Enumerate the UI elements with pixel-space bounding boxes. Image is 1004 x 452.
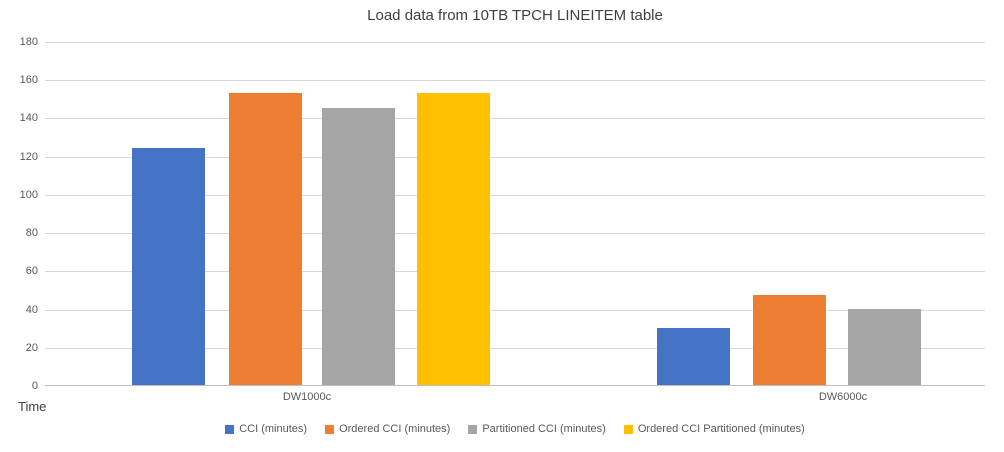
y-axis: 0 20 40 60 80 100 120 140 160 180 [0, 36, 38, 392]
y-tick-label: 160 [19, 74, 38, 87]
legend-swatch-icon [325, 424, 335, 434]
gridline [45, 156, 985, 158]
bar-partitioned-cci-minutes-dw6000c [848, 308, 921, 385]
y-tick-label: 180 [19, 36, 38, 48]
chart-title: Load data from 10TB TPCH LINEITEM table [367, 7, 663, 24]
legend-swatch-icon [623, 424, 633, 434]
y-tick-label: 60 [25, 265, 38, 278]
legend-item-cci-minutes: CCI (minutes) [225, 423, 307, 435]
gridline [45, 118, 985, 120]
y-tick-label: 0 [31, 380, 38, 392]
legend-item-ordered-cci-minutes: Ordered CCI (minutes) [325, 423, 450, 435]
x-category-label-dw6000c: DW6000c [818, 391, 868, 403]
y-tick-label: 100 [19, 188, 38, 201]
x-category-label-dw1000c: DW1000c [282, 391, 332, 403]
y-tick-label: 120 [19, 150, 38, 163]
gridline [45, 80, 985, 82]
bar-cci-minutes-dw1000c [132, 148, 205, 385]
legend-label: Partitioned CCI (minutes) [482, 423, 606, 435]
bar-ordered-cci-partitioned-minutes-dw1000c [417, 92, 490, 385]
legend-label: CCI (minutes) [239, 423, 308, 435]
gridline [45, 194, 985, 196]
y-tick-label: 40 [25, 303, 38, 316]
bar-cci-minutes-dw6000c [657, 327, 730, 385]
legend-label: Ordered CCI Partitioned (minutes) [637, 423, 805, 435]
gridline [45, 42, 985, 43]
axis-title-time: Time [18, 399, 47, 414]
x-axis: DW1000c DW6000c [45, 391, 985, 407]
x-axis-line [45, 385, 985, 386]
legend-item-ordered-cci-partitioned-minutes: Ordered CCI Partitioned (minutes) [623, 423, 805, 435]
bar-partitioned-cci-minutes-dw1000c [322, 107, 395, 385]
bar-ordered-cci-minutes-dw1000c [229, 92, 302, 385]
gridline [45, 309, 985, 311]
gridline [45, 271, 985, 273]
gridline [45, 347, 985, 349]
legend: CCI (minutes) Ordered CCI (minutes) Partit… [45, 423, 985, 435]
y-tick-label: 140 [19, 112, 38, 125]
y-tick-label: 80 [25, 227, 38, 240]
legend-swatch-icon [225, 424, 235, 434]
gridline [45, 233, 985, 235]
legend-swatch-icon [468, 424, 478, 434]
plot-area [45, 42, 985, 386]
legend-item-partitioned-cci-minutes: Partitioned CCI (minutes) [468, 423, 606, 435]
bar-ordered-cci-minutes-dw6000c [753, 295, 826, 385]
y-tick-label: 20 [25, 341, 38, 354]
legend-label: Ordered CCI (minutes) [339, 423, 451, 435]
